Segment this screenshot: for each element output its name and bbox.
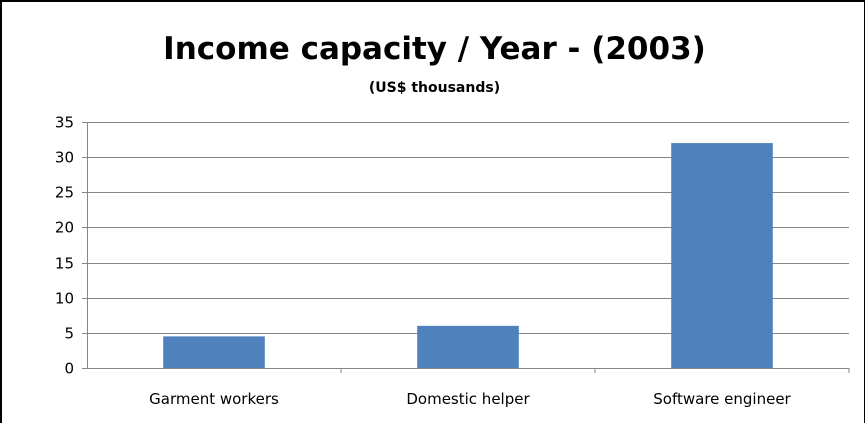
y-tick-label-10: 10	[55, 290, 74, 308]
y-tick-label-30: 30	[55, 149, 74, 167]
y-tick-label-0: 0	[64, 360, 74, 378]
y-tick-label-35: 35	[55, 114, 74, 132]
bar-software-engineer	[671, 143, 773, 368]
y-tick-label-5: 5	[64, 325, 74, 343]
chart-title: Income capacity / Year - (2003)	[163, 31, 706, 67]
y-tick-label-20: 20	[55, 219, 74, 237]
chart-subtitle: (US$ thousands)	[368, 80, 501, 96]
y-tick-label-15: 15	[55, 255, 74, 273]
x-tick-label-software-engineer: Software engineer	[653, 390, 791, 408]
x-tick-label-garment-workers: Garment workers	[149, 390, 279, 408]
bar-domestic-helper	[417, 325, 519, 368]
y-tick-label-25: 25	[55, 184, 74, 202]
x-tick-label-domestic-helper: Domestic helper	[406, 390, 530, 408]
bar-garment-workers	[163, 336, 265, 368]
